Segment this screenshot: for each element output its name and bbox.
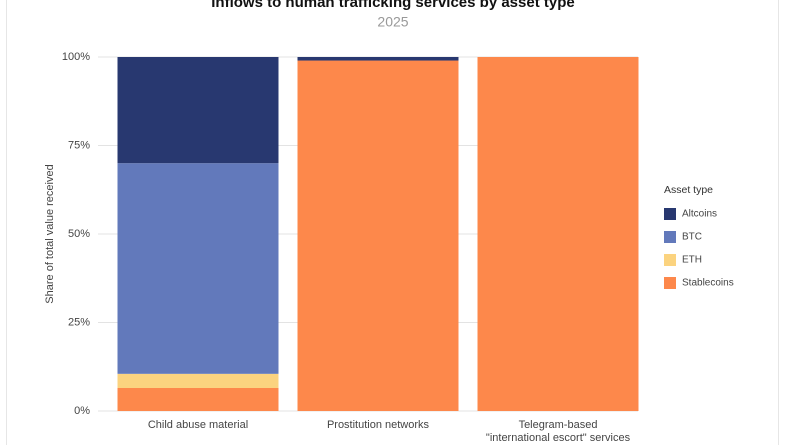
bar-segment (117, 163, 279, 374)
y-tick-label: 75% (68, 139, 90, 151)
x-tick-label: Child abuse material (148, 419, 248, 431)
legend-title: Asset type (664, 184, 713, 196)
legend-swatch (664, 277, 676, 289)
bar-segment (117, 387, 279, 411)
bar-segment (477, 57, 639, 411)
x-tick-label: Telegram-based "international escort" ser… (486, 419, 631, 444)
legend-label: Stablecoins (682, 278, 734, 289)
bar-segment (297, 57, 459, 61)
legend-label: Altcoins (682, 209, 717, 220)
bar-segment (297, 60, 459, 411)
chart-title: Inflows to human trafficking services by… (211, 0, 574, 11)
legend-swatch (664, 254, 676, 266)
legend-label: ETH (682, 255, 702, 266)
y-tick-label: 100% (62, 51, 90, 63)
legend-label: BTC (682, 232, 702, 243)
x-tick-label: Prostitution networks (327, 419, 430, 431)
y-tick-label: 25% (68, 316, 90, 328)
bar-segment (117, 373, 279, 388)
y-axis-title: Share of total value received (44, 164, 56, 303)
bar-segment (117, 57, 279, 164)
legend-swatch (664, 208, 676, 220)
legend-swatch (664, 231, 676, 243)
y-tick-label: 50% (68, 228, 90, 240)
chart-subtitle: 2025 (377, 14, 408, 30)
y-tick-label: 0% (74, 405, 90, 417)
